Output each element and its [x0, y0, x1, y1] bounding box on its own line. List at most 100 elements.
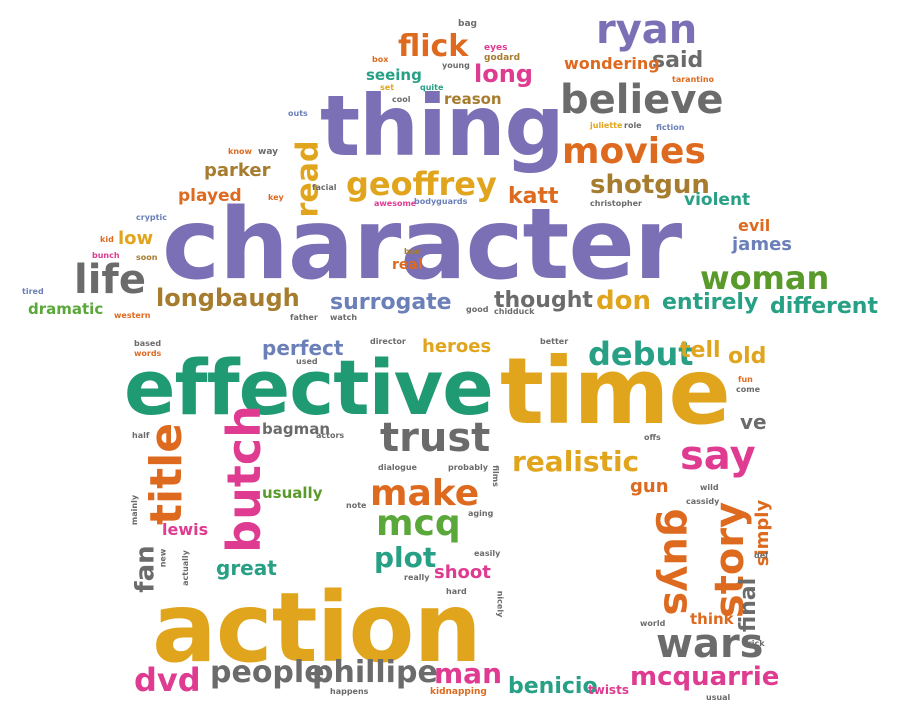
- word-bad: bad: [404, 247, 421, 256]
- word-perfect: perfect: [262, 336, 344, 360]
- word-shoot: shoot: [434, 562, 491, 583]
- word-way: way: [258, 147, 278, 157]
- word-easily: easily: [474, 549, 501, 558]
- word-man: man: [434, 657, 503, 690]
- word-people: people: [210, 655, 325, 690]
- word-fan: fan: [130, 545, 161, 593]
- word-really: really: [404, 573, 430, 582]
- word-world: world: [640, 619, 666, 628]
- word-quite: quite: [420, 83, 444, 92]
- word-bunch: bunch: [92, 251, 120, 260]
- word-awesome: awesome: [374, 199, 417, 208]
- word-don: don: [596, 286, 651, 316]
- word-better: better: [540, 337, 569, 346]
- word-del: del: [754, 551, 768, 560]
- word-different: different: [770, 294, 878, 319]
- word-violent: violent: [684, 190, 751, 210]
- word-movies: movies: [562, 131, 706, 172]
- word-real: real: [392, 257, 423, 273]
- word-low: low: [118, 228, 154, 249]
- word-box: box: [372, 55, 389, 64]
- word-kid: kid: [100, 235, 114, 244]
- word-mcq: mcq: [376, 503, 461, 544]
- word-make: make: [370, 473, 480, 514]
- word-cryptic: cryptic: [136, 213, 167, 222]
- word-words: words: [134, 349, 162, 358]
- word-new: new: [158, 548, 168, 568]
- word-bagman: bagman: [262, 420, 331, 438]
- word-shotgun: shotgun: [590, 170, 710, 200]
- word-thought: thought: [494, 288, 593, 313]
- word-said: said: [652, 48, 704, 73]
- word-tell: tell: [680, 338, 721, 363]
- word-geoffrey: geoffrey: [346, 165, 497, 203]
- word-flick: flick: [398, 29, 469, 64]
- word-fiction: fiction: [656, 123, 685, 132]
- word-outs: outs: [288, 109, 308, 118]
- word-ve: ve: [740, 410, 767, 434]
- word-benicio: benicio: [508, 674, 598, 699]
- word-james: james: [732, 234, 792, 255]
- word-lewis: lewis: [162, 520, 209, 539]
- word-realistic: realistic: [512, 445, 640, 478]
- word-cassidy: cassidy: [686, 497, 720, 506]
- word-soon: soon: [136, 253, 158, 262]
- word-life: life: [74, 257, 146, 303]
- word-old: old: [728, 344, 767, 369]
- word-watch: watch: [330, 313, 358, 322]
- word-offs: offs: [644, 433, 661, 442]
- word-mcquarrie: mcquarrie: [630, 662, 780, 692]
- word-katt: katt: [508, 184, 559, 209]
- word-dramatic: dramatic: [28, 300, 104, 318]
- word-actually: actually: [180, 550, 190, 586]
- word-dialogue: dialogue: [378, 463, 417, 472]
- word-cool: cool: [392, 95, 411, 104]
- word-seeing: seeing: [366, 66, 422, 84]
- word-time: time: [500, 338, 731, 445]
- word-aging: aging: [468, 509, 494, 518]
- word-final: final: [736, 577, 762, 633]
- word-films: films: [490, 465, 500, 487]
- word-based: based: [134, 339, 162, 348]
- word-come: come: [736, 385, 760, 394]
- word-effective: effective: [124, 343, 494, 432]
- word-good: good: [466, 305, 489, 314]
- word-key: key: [268, 193, 284, 202]
- word-kidnapping: kidnapping: [430, 687, 487, 697]
- word-hard: hard: [446, 587, 467, 596]
- word-father: father: [290, 313, 318, 322]
- word-read: read: [290, 140, 326, 218]
- word-thing: thing: [320, 77, 565, 175]
- word-note: note: [346, 501, 367, 510]
- word-happens: happens: [330, 687, 369, 696]
- word-bag: bag: [458, 19, 477, 29]
- word-dvd: dvd: [134, 661, 201, 699]
- word-plot: plot: [374, 541, 437, 574]
- word-chidduck: chidduck: [494, 307, 535, 316]
- word-think: think: [690, 610, 734, 628]
- word-young: young: [442, 61, 470, 70]
- word-gun: gun: [630, 476, 669, 497]
- word-usually: usually: [262, 484, 323, 502]
- word-set: set: [380, 83, 395, 92]
- word-christopher: christopher: [590, 199, 642, 208]
- word-twists: twists: [588, 683, 629, 697]
- word-say: say: [680, 433, 756, 479]
- word-longbaugh: longbaugh: [156, 284, 300, 312]
- word-fun: fun: [738, 375, 753, 384]
- word-facial: facial: [312, 183, 337, 192]
- word-long: long: [474, 60, 533, 88]
- word-ryan: ryan: [596, 7, 698, 53]
- word-woman: woman: [700, 259, 830, 297]
- word-guys: guys: [654, 508, 701, 616]
- word-believe: believe: [560, 77, 724, 123]
- word-tired: tired: [22, 287, 44, 296]
- word-surrogate: surrogate: [330, 290, 452, 315]
- word-western: western: [114, 311, 151, 320]
- word-character: character: [162, 188, 682, 302]
- word-godard: godard: [484, 53, 521, 63]
- word-wars: wars: [656, 621, 764, 667]
- word-trust: trust: [380, 415, 491, 461]
- word-phillipe: phillipe: [312, 655, 438, 690]
